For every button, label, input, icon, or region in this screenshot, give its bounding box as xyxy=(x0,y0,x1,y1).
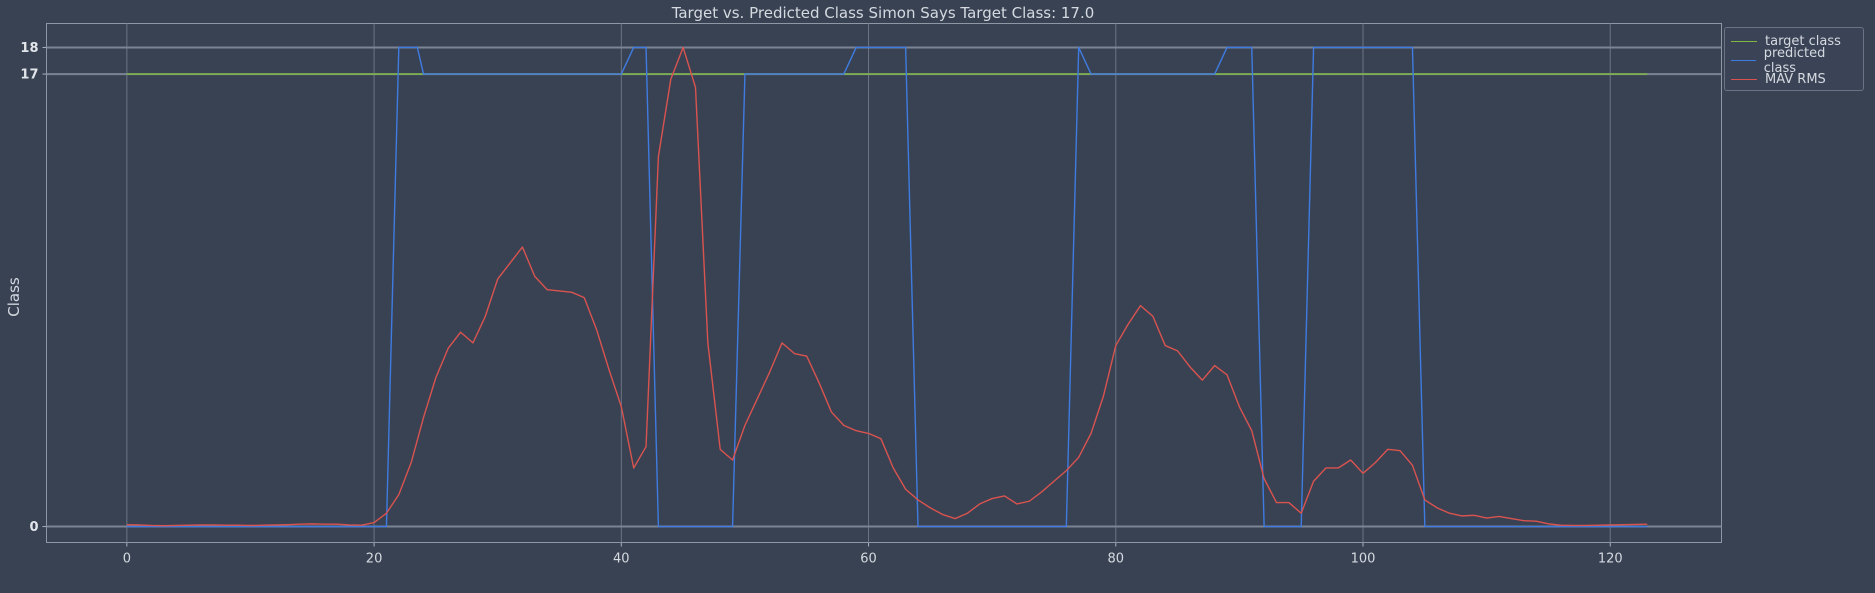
x-gridlines xyxy=(126,23,1611,543)
y-tick-label-18: 18 xyxy=(20,41,38,56)
x-tick-label-0: 0 xyxy=(123,552,131,567)
y-tick-label-0: 0 xyxy=(29,520,38,535)
series-layer xyxy=(126,46,1648,528)
legend-label-mav-rms: MAV RMS xyxy=(1765,72,1826,87)
legend-swatch-predicted-class xyxy=(1731,60,1756,61)
series-line-mav-rms xyxy=(126,46,1648,527)
x-tick-label-40: 40 xyxy=(613,552,630,567)
x-tick-label-80: 80 xyxy=(1108,552,1125,567)
legend-swatch-target-class xyxy=(1731,41,1757,42)
y-tick-label-17: 17 xyxy=(20,68,38,83)
series-line-predicted-class xyxy=(126,46,1648,528)
legend-item-mav-rms: MAV RMS xyxy=(1731,70,1857,89)
legend-label-predicted-class: predicted class xyxy=(1763,45,1826,76)
x-tick-label-120: 120 xyxy=(1598,552,1623,567)
legend-label-target-class: target class xyxy=(1765,34,1841,49)
legend-item-target-class: target class xyxy=(1731,32,1857,51)
x-tick-label-20: 20 xyxy=(366,552,383,567)
x-axis-ticks: 0 20 40 60 80 100 120 xyxy=(123,542,1623,567)
y-axis-ticks: 0 17 18 xyxy=(20,41,47,535)
x-tick-label-60: 60 xyxy=(860,552,877,567)
legend-item-predicted-class: predicted class xyxy=(1731,46,1857,76)
chart-legend: target class predicted class MAV RMS xyxy=(1724,27,1864,91)
legend-swatch-mav-rms xyxy=(1731,79,1757,80)
plot-area xyxy=(46,23,1722,543)
y-axis-label: Class xyxy=(5,277,23,317)
x-tick-label-100: 100 xyxy=(1351,552,1376,567)
chart-title: Target vs. Predicted Class Simon Says Ta… xyxy=(671,4,1095,22)
